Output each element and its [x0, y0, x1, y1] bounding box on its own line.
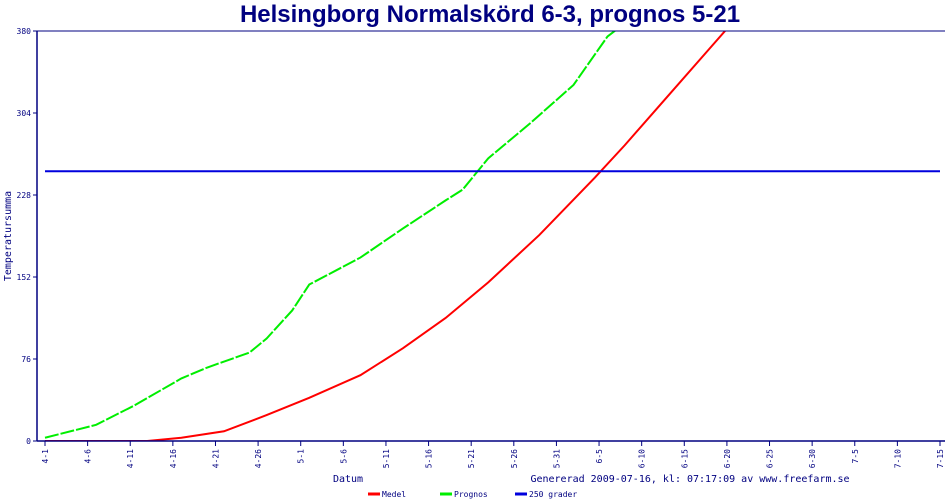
x-tick-label: 5-26 [510, 449, 519, 468]
chart-title: Helsingborg Normalskörd 6-3, prognos 5-2… [240, 1, 740, 28]
legend-label: Medel [382, 490, 406, 499]
x-tick-label: 7-15 [936, 449, 945, 468]
legend-label: Prognos [454, 490, 488, 499]
x-tick-label: 7-10 [893, 449, 902, 468]
y-tick-label: 0 [26, 437, 31, 446]
x-tick-label: 6-5 [595, 449, 604, 464]
y-tick-label: 228 [17, 191, 32, 200]
x-tick-label: 5-6 [339, 449, 348, 464]
x-tick-label: 6-10 [638, 449, 647, 468]
legend-label: 250 grader [529, 490, 577, 499]
y-axis-label: Temperatursumma [3, 191, 14, 281]
x-tick-label: 5-31 [552, 449, 561, 468]
x-axis-label: Datum [333, 474, 363, 485]
x-tick-label: 4-6 [84, 449, 93, 464]
x-tick-label: 6-30 [808, 449, 817, 468]
x-tick-label: 6-15 [680, 449, 689, 468]
x-tick-label: 6-20 [723, 449, 732, 468]
x-tick-label: 6-25 [766, 449, 775, 468]
series-line-prognos [44, 31, 617, 439]
series-line-medel [45, 31, 727, 441]
x-tick-label: 4-21 [211, 449, 220, 468]
y-tick-label: 304 [17, 109, 32, 118]
y-tick-label: 152 [17, 273, 32, 282]
footer-text: Genererad 2009-07-16, kl: 07:17:09 av ww… [530, 474, 849, 485]
y-tick-label: 76 [21, 355, 31, 364]
x-tick-label: 5-1 [297, 449, 306, 464]
y-tick-label: 380 [17, 27, 32, 36]
x-tick-label: 5-16 [425, 449, 434, 468]
x-tick-label: 4-11 [126, 449, 135, 468]
x-tick-label: 5-11 [382, 449, 391, 468]
x-tick-label: 4-1 [41, 449, 50, 464]
x-tick-label: 7-5 [851, 449, 860, 464]
x-tick-label: 4-16 [169, 449, 178, 468]
x-tick-label: 4-26 [254, 449, 263, 468]
x-tick-label: 5-21 [467, 449, 476, 468]
